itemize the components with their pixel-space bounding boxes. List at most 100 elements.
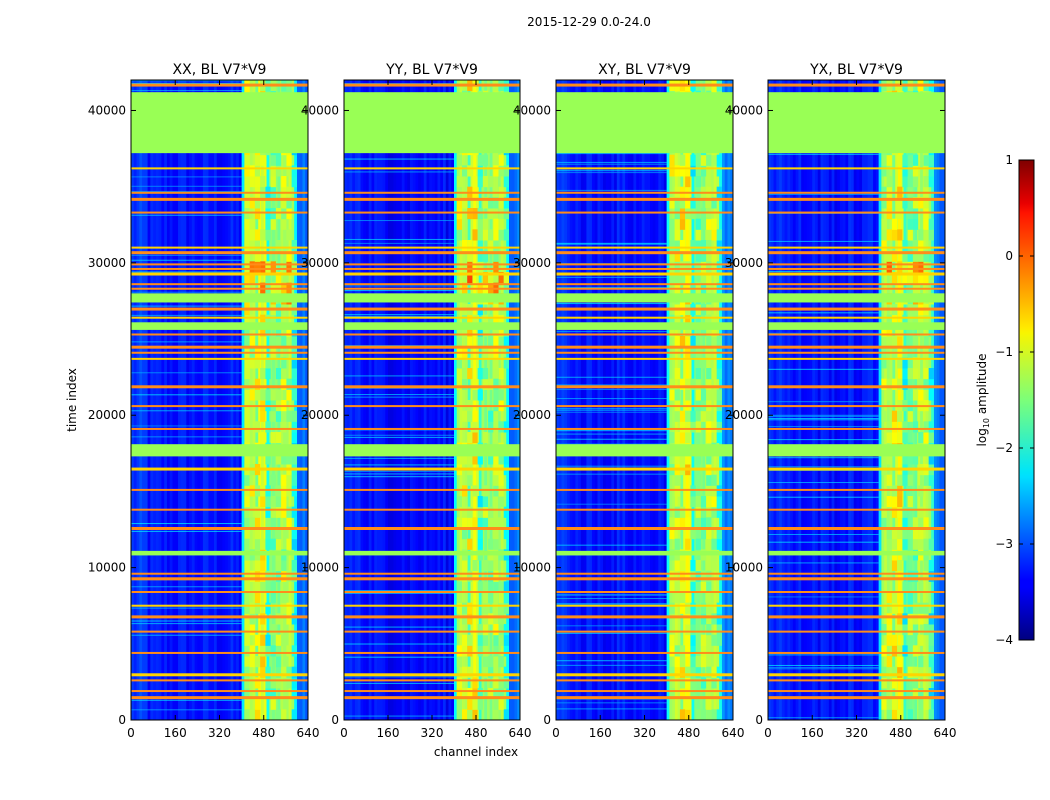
heatmap-cell (669, 154, 675, 166)
heatmap-cell (493, 634, 499, 646)
heatmap-cell (260, 314, 266, 326)
heatmap-streak (768, 368, 879, 370)
heatmap-cell (716, 368, 722, 380)
heatmap-column (848, 80, 852, 720)
heatmap-cell (679, 432, 686, 444)
rfi-line (768, 427, 945, 430)
heatmap-cell (291, 389, 297, 401)
heatmap-streak (556, 276, 667, 278)
heatmap-cell (881, 336, 887, 348)
heatmap-column (236, 80, 240, 720)
heatmap-cell (902, 528, 908, 540)
heatmap-cell (669, 688, 675, 700)
rfi-line (556, 263, 733, 266)
heatmap-cell (902, 165, 908, 177)
heatmap-cell (291, 368, 297, 380)
heatmap-cell (690, 421, 696, 433)
colorbar-tick-label: 0 (1005, 249, 1013, 263)
heatmap-cell (918, 261, 924, 273)
rfi-line (344, 197, 520, 201)
heatmap-streak (131, 699, 242, 701)
heatmap-cell (716, 528, 722, 540)
heatmap-cell (679, 272, 686, 284)
heatmap-column (437, 80, 441, 720)
heatmap-column (801, 80, 805, 720)
heatmap-cell (711, 634, 717, 646)
flagged-band (131, 322, 308, 330)
heatmap-cell (281, 421, 287, 433)
heatmap-streak (131, 523, 242, 525)
heatmap-column (379, 80, 384, 720)
heatmap-cell (897, 528, 903, 540)
heatmap-cell (918, 432, 924, 444)
heatmap-cell (928, 474, 934, 486)
heatmap-cell (706, 570, 712, 582)
heatmap-streak (344, 682, 454, 684)
heatmap-cell (690, 154, 696, 166)
x-tick-label: 160 (801, 726, 824, 740)
heatmap-streak (131, 634, 242, 636)
heatmap-cell (488, 197, 494, 209)
heatmap-column (191, 80, 196, 720)
heatmap-cell (477, 336, 483, 348)
heatmap-cell (716, 421, 722, 433)
heatmap-cell (897, 560, 903, 572)
heatmap-column (189, 80, 193, 720)
heatmap-cell (477, 453, 483, 465)
heatmap-cell (265, 634, 271, 646)
heatmap-cell (286, 336, 292, 348)
heatmap-cell (706, 208, 712, 220)
heatmap-cell (244, 517, 250, 529)
heatmap-streak (344, 656, 454, 658)
heatmap-cell (249, 314, 255, 326)
y-tick-label: 30000 (725, 256, 763, 270)
heatmap-streak (556, 594, 667, 596)
heatmap-cell (923, 368, 929, 380)
x-tick-label: 320 (421, 726, 444, 740)
heatmap-cell (270, 581, 276, 593)
heatmap-column (445, 80, 450, 720)
heatmap-cell (700, 261, 707, 273)
heatmap-cell (249, 517, 255, 529)
heatmap-cell (472, 485, 478, 497)
heatmap-cell (275, 410, 282, 422)
heatmap-cell (711, 229, 717, 241)
heatmap-streak (131, 185, 242, 187)
heatmap-cell (498, 677, 504, 689)
heatmap-cell (265, 208, 271, 220)
heatmap-streak (344, 457, 454, 459)
heatmap-cell (498, 453, 504, 465)
heatmap-column (773, 80, 777, 720)
heatmap-cell (467, 165, 473, 177)
heatmap-cell (881, 645, 887, 657)
heatmap-cell (706, 154, 712, 166)
heatmap-cell (886, 613, 892, 625)
heatmap-cell (679, 336, 686, 348)
heatmap-column (216, 80, 221, 720)
heatmap-column (366, 80, 370, 720)
heatmap-cell (897, 538, 903, 550)
heatmap-streak (131, 271, 242, 273)
heatmap-cell (286, 378, 292, 390)
heatmap-cell (669, 218, 675, 230)
heatmap-cell (886, 570, 892, 582)
heatmap-cell (456, 677, 462, 689)
heatmap-cell (456, 378, 462, 390)
heatmap-cell (923, 421, 929, 433)
heatmap-cell (461, 453, 468, 465)
heatmap-cell (482, 250, 489, 262)
heatmap-cell (918, 581, 924, 593)
heatmap-cell (695, 250, 701, 262)
heatmap-cell (907, 208, 913, 220)
heatmap-cell (488, 240, 494, 252)
heatmap-cell (679, 688, 686, 700)
heatmap-cell (690, 581, 696, 593)
rfi-line (768, 251, 945, 255)
rfi-line (131, 577, 308, 581)
heatmap-cell (488, 570, 494, 582)
heatmap-column (638, 80, 643, 720)
heatmap-cell (275, 677, 282, 689)
heatmap-cell (679, 645, 686, 657)
heatmap-cell (477, 496, 483, 508)
heatmap-cell (706, 314, 712, 326)
